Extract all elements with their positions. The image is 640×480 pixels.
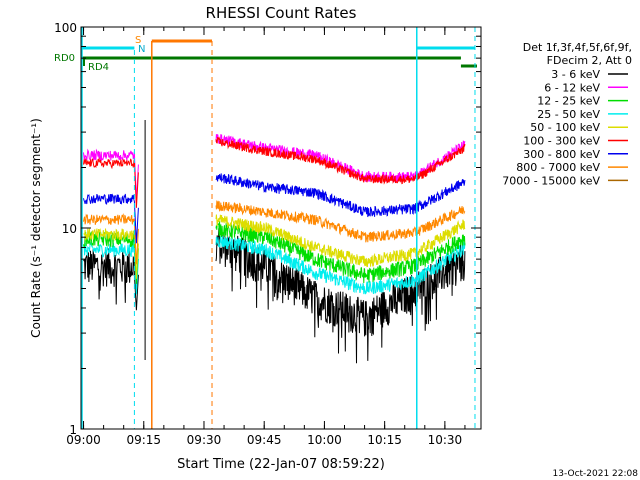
series-line-before-gap (83, 213, 139, 265)
legend-label: 3 - 6 keV (551, 68, 600, 81)
series-line-after-gap (215, 173, 466, 218)
legend-header-1: Det 1f,3f,4f,5f,6f,9f, (523, 41, 632, 54)
y-axis-label: Count Rate (s⁻¹ detector segment⁻¹) (29, 118, 43, 338)
series-line-after-gap (215, 199, 466, 243)
timestamp: 13-Oct-2021 22:08 (553, 469, 639, 479)
series-lines (83, 134, 466, 364)
x-tick-label: 10:30 (428, 433, 463, 447)
rd4-label: RD4 (88, 62, 109, 73)
series-line-before-gap (83, 248, 139, 311)
axes: 09:00 09:15 09:30 09:45 10:00 10:15 10:30 1 10 10… (54, 21, 481, 447)
n-label: N (138, 44, 145, 55)
x-tick-label: 09:15 (126, 433, 161, 447)
series-line-before-gap (83, 193, 139, 244)
x-tick-label: 09:45 (247, 433, 282, 447)
series-line-before-gap (83, 157, 139, 208)
series-line-after-gap (215, 228, 466, 364)
legend-label: 12 - 25 keV (537, 95, 600, 108)
x-tick-label: 09:00 (66, 433, 101, 447)
x-axis-label: Start Time (22-Jan-07 08:59:22) (177, 457, 385, 472)
x-tick-label: 10:00 (307, 433, 342, 447)
legend-label: 300 - 800 keV (523, 148, 600, 161)
legend-label: 6 - 12 keV (544, 81, 600, 94)
x-tick-label: 09:30 (187, 433, 222, 447)
legend-label: 800 - 7000 keV (516, 161, 600, 174)
y-tick-label: 10 (62, 222, 77, 236)
y-tick-label: 100 (54, 21, 77, 35)
series-line-after-gap (215, 221, 466, 284)
legend-header-2: FDecim 2, Att 0 (547, 54, 632, 67)
series-line-before-gap (83, 241, 139, 295)
x-tick-label: 10:15 (367, 433, 402, 447)
series-line-after-gap (215, 134, 466, 183)
legend-label: 7000 - 15000 keV (502, 174, 600, 187)
status-bars (81, 27, 477, 429)
legend-label: 25 - 50 keV (537, 108, 600, 121)
legend-label: 50 - 100 keV (530, 121, 600, 134)
s-label: S (135, 35, 141, 46)
series-line-before-gap (83, 228, 139, 279)
series-line-after-gap (215, 136, 466, 185)
rd0-label: RD0 (54, 53, 75, 64)
y-tick-label: 1 (69, 423, 77, 437)
legend-label: 100 - 300 keV (523, 135, 600, 148)
series-line-before-gap (83, 148, 139, 200)
chart-title: RHESSI Count Rates (206, 4, 357, 22)
series-line-after-gap (215, 236, 466, 295)
series-line-after-gap (215, 214, 466, 268)
